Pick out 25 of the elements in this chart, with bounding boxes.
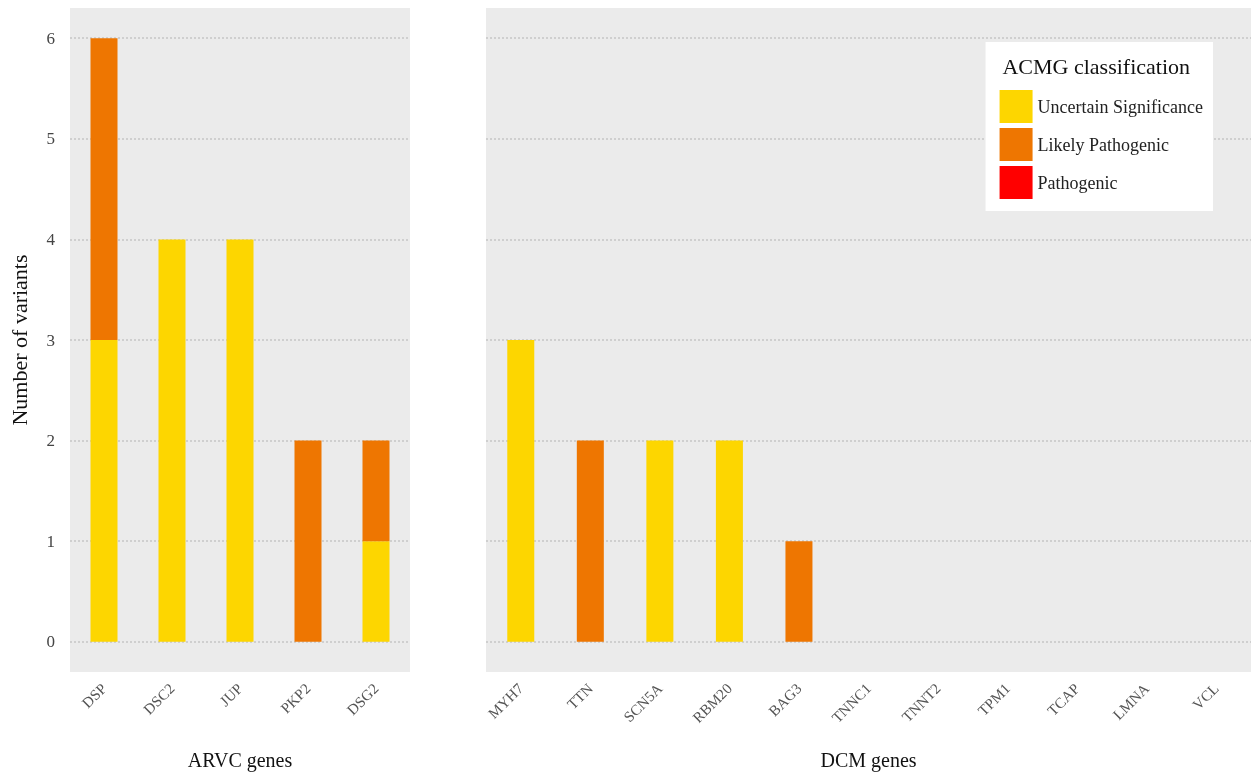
y-axis-title: Number of variants	[6, 254, 32, 426]
y-tick-label: 6	[46, 28, 55, 48]
y-tick-label: 3	[46, 330, 55, 350]
bar	[362, 440, 390, 542]
bar	[90, 38, 118, 340]
bar	[294, 440, 322, 642]
x-axis-title: DCM genes	[820, 749, 917, 772]
y-tick-label: 5	[46, 129, 55, 149]
legend-title: ACMG classification	[1002, 53, 1191, 79]
legend-label: Pathogenic	[1037, 172, 1118, 193]
legend-label: Uncertain Significance	[1037, 96, 1204, 117]
y-tick-label: 0	[46, 632, 55, 652]
bar	[158, 239, 186, 642]
x-tick-label: VCL	[1189, 680, 1222, 713]
legend-label: Likely Pathogenic	[1037, 134, 1170, 155]
x-tick-label: JUP	[216, 680, 246, 710]
x-tick-label: TTN	[564, 680, 597, 713]
bar	[362, 541, 390, 642]
bar	[90, 340, 118, 642]
y-tick-label: 4	[46, 229, 56, 249]
y-tick-label: 2	[46, 431, 55, 451]
x-tick-label: DSP	[78, 680, 110, 712]
y-tick-label: 1	[46, 531, 55, 551]
bar	[226, 239, 254, 642]
x-axis-title: ARVC genes	[187, 749, 293, 772]
